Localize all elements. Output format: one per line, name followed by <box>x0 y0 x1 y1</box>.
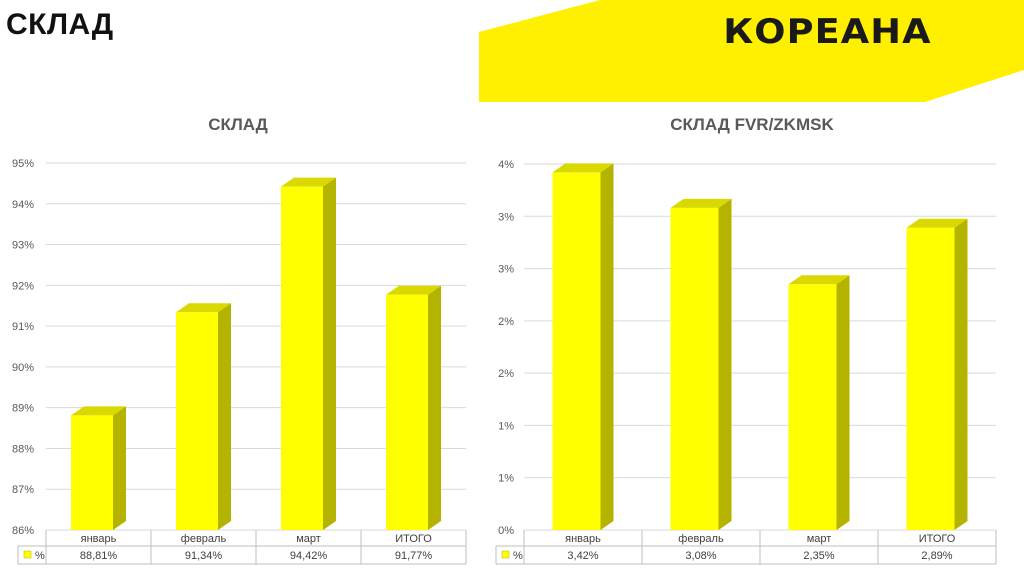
warehouse-chart: СКЛАД 86% 87% 88% 89% 90% 91% 92% 93% 94% 95%% янва… <box>12 115 467 565</box>
bar <box>788 284 837 530</box>
value-label: 3,42% <box>567 550 598 562</box>
value-label: 91,34% <box>185 550 223 562</box>
legend-label: % <box>513 550 523 562</box>
bar-side <box>323 177 336 530</box>
bar-side <box>218 303 231 530</box>
y-tick-label: 88% <box>12 443 34 455</box>
y-tick-label: 3% <box>498 211 514 223</box>
bar-side <box>428 285 441 530</box>
bar <box>386 294 428 530</box>
bar <box>71 415 113 530</box>
brand-logo: КОРЕАНА <box>723 12 932 52</box>
category-label: март <box>807 533 832 545</box>
bar <box>552 172 601 530</box>
bar-top <box>906 218 968 228</box>
bar-top <box>176 303 231 313</box>
y-tick-label: 95% <box>12 158 34 170</box>
y-tick-label: 3% <box>498 264 514 276</box>
y-tick-label: 0% <box>498 525 514 537</box>
y-tick-label: 2% <box>498 368 514 380</box>
bar-top <box>670 198 732 208</box>
category-label: январь <box>565 533 601 545</box>
bar-top <box>552 163 614 173</box>
category-label: ИТОГО <box>919 533 956 545</box>
y-tick-label: 2% <box>498 316 514 328</box>
bar-side <box>718 198 732 531</box>
value-label: 2,35% <box>803 550 834 562</box>
y-tick-label: 90% <box>12 362 34 374</box>
bar <box>670 207 719 531</box>
category-label: январь <box>81 533 117 545</box>
category-label: ИТОГО <box>395 533 432 545</box>
chart-title: СКЛАД <box>208 115 268 134</box>
chart-title: СКЛАД FVR/ZKMSK <box>670 115 834 134</box>
bar-side <box>113 406 126 530</box>
bar <box>176 312 218 530</box>
y-tick-label: 92% <box>12 280 34 292</box>
page-title: СКЛАД <box>6 8 114 41</box>
value-label: 91,77% <box>395 550 433 562</box>
y-tick-label: 94% <box>12 199 34 211</box>
bar-top <box>71 406 126 416</box>
bar-side <box>600 163 614 530</box>
bar-top <box>386 285 441 295</box>
value-label: 88,81% <box>80 550 118 562</box>
category-label: февраль <box>678 533 724 545</box>
brand-banner-shape <box>479 0 1024 102</box>
bar-top <box>281 177 336 187</box>
value-label: 94,42% <box>290 550 328 562</box>
brand-banner <box>479 0 1024 102</box>
warehouse-fvr-chart: СКЛАД FVR/ZKMSK 0% 1% 1% 2% 2% 3% 3% 4%% январь 3,… <box>495 115 997 565</box>
category-label: март <box>296 533 321 545</box>
y-tick-label: 89% <box>12 403 34 415</box>
y-tick-label: 93% <box>12 240 34 252</box>
bar-side <box>954 218 968 530</box>
value-label: 3,08% <box>685 550 716 562</box>
bar <box>281 186 323 530</box>
legend-swatch <box>23 550 32 559</box>
y-tick-label: 91% <box>12 321 34 333</box>
legend-swatch <box>501 550 510 559</box>
y-tick-label: 87% <box>12 484 34 496</box>
bar <box>906 227 955 530</box>
y-tick-label: 4% <box>498 159 514 171</box>
y-tick-label: 1% <box>498 473 514 485</box>
bar-top <box>788 275 850 285</box>
legend-label: % <box>35 550 45 562</box>
bar-side <box>836 275 850 530</box>
y-tick-label: 86% <box>12 525 34 537</box>
value-label: 2,89% <box>921 550 952 562</box>
category-label: февраль <box>181 533 227 545</box>
y-tick-label: 1% <box>498 420 514 432</box>
